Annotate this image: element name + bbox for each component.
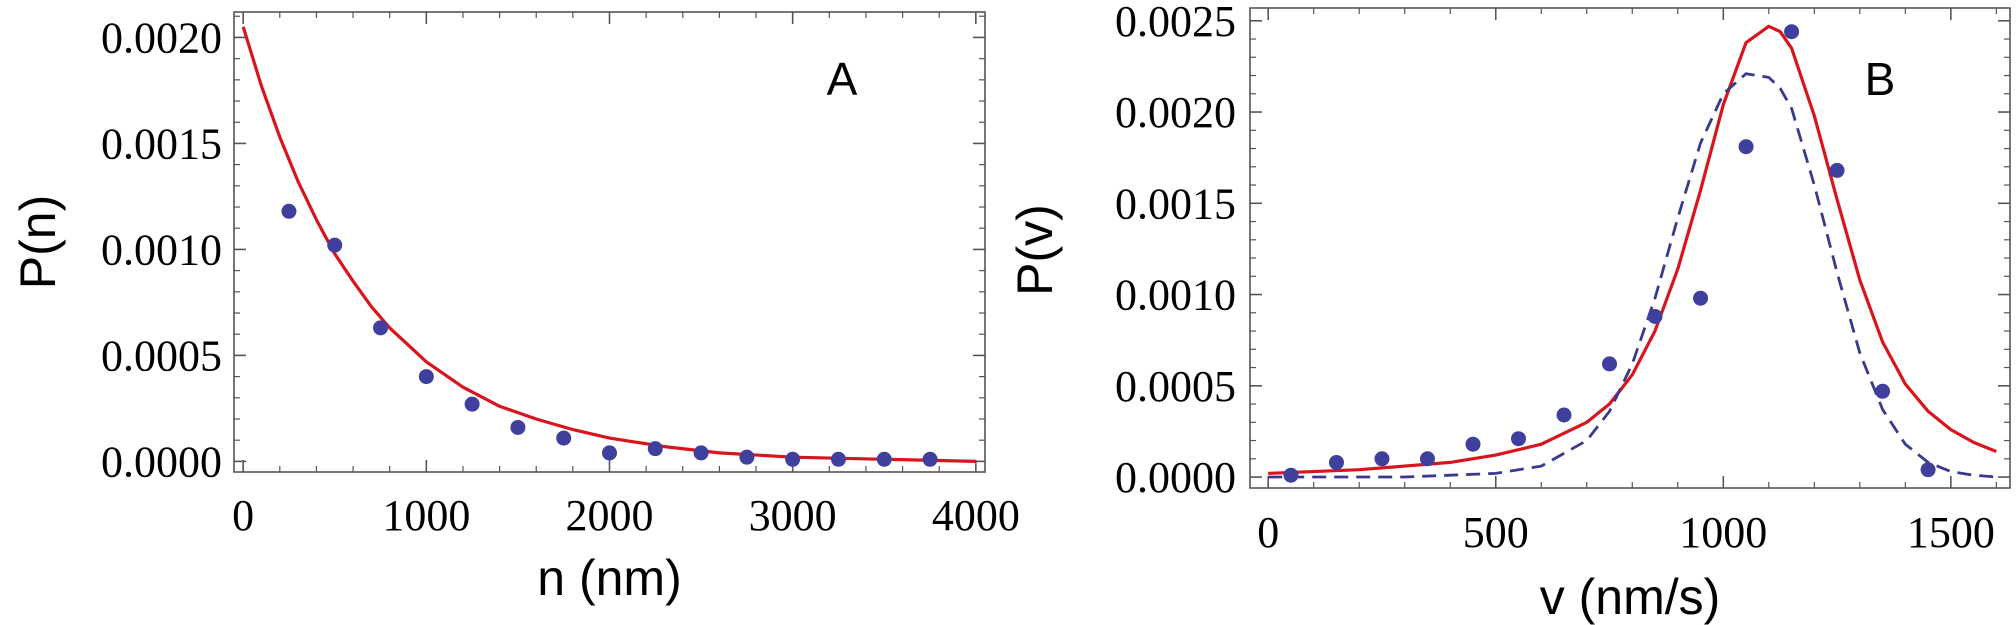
data-point: [876, 451, 892, 467]
y-tick-label: 0.0015: [1115, 179, 1236, 228]
plot-frame: [233, 11, 986, 473]
panel-label: A: [827, 53, 858, 105]
x-tick-label: 4000: [932, 491, 1020, 540]
data-point: [556, 430, 572, 446]
panel-label: B: [1865, 53, 1896, 105]
data-point: [1829, 162, 1845, 178]
panel-b: 0 500 1000 1500 0.0000 0.0005 0.0010 0.0015 0.00…: [1007, 0, 2011, 625]
y-tick-label: 0.0025: [1115, 0, 1236, 46]
y-tick-label: 0.0005: [101, 331, 222, 380]
fit-curve: [241, 26, 976, 463]
x-tick-label: 500: [1463, 508, 1529, 557]
x-tick-label: 2000: [566, 491, 654, 540]
y-tick-label: 0.0020: [101, 13, 222, 62]
y-tick-label: 0.0000: [1115, 453, 1236, 502]
data-point: [1419, 451, 1435, 467]
data-point: [1465, 436, 1481, 452]
y-tick-label: 0.0000: [101, 437, 222, 486]
data-point: [1328, 454, 1344, 470]
data-point: [1602, 356, 1618, 372]
data-point: [785, 451, 801, 467]
x-axis-title: v (nm/s): [1540, 569, 1721, 625]
data-point: [1374, 451, 1390, 467]
fit-curve-dashed: [1268, 72, 1997, 479]
fit-curve: [1268, 24, 1997, 475]
data-point: [739, 449, 755, 465]
x-tick-label: 1000: [382, 491, 470, 540]
x-tick-label: 0: [232, 491, 254, 540]
data-point: [602, 445, 617, 461]
data-point: [1875, 383, 1891, 399]
data-point: [1647, 308, 1663, 324]
data-point: [464, 396, 480, 412]
x-tick-label: 1500: [1907, 508, 1995, 557]
data-point: [1693, 290, 1709, 306]
data-point: [327, 237, 343, 253]
data-point: [1784, 24, 1800, 40]
data-point: [510, 419, 526, 435]
data-point: [1511, 431, 1527, 447]
x-tick-label: 0: [1257, 508, 1279, 557]
panel-a: 0 1000 2000 3000 4000 0.0000 0.0005 0.0010 0.001…: [10, 11, 1020, 606]
data-point: [281, 203, 297, 219]
data-point: [922, 451, 938, 467]
data-point: [1283, 467, 1299, 483]
y-tick-label: 0.0015: [101, 119, 222, 168]
data-point: [693, 445, 709, 461]
data-point: [1738, 139, 1754, 155]
y-axis-title: P(n): [10, 195, 66, 289]
data-point: [647, 441, 663, 457]
data-point: [373, 320, 389, 336]
x-tick-label: 3000: [749, 491, 837, 540]
y-tick-label: 0.0010: [1115, 271, 1236, 320]
y-tick-label: 0.0005: [1115, 362, 1236, 411]
x-axis-title: n (nm): [537, 550, 681, 606]
data-point: [418, 369, 434, 385]
y-tick-label: 0.0010: [101, 225, 222, 274]
y-tick-label: 0.0020: [1115, 88, 1236, 137]
data-point: [1556, 407, 1572, 423]
x-tick-label: 1000: [1679, 508, 1767, 557]
y-axis-title: P(v): [1007, 204, 1063, 296]
data-point: [1920, 462, 1936, 478]
plot-frame: [1249, 7, 2011, 489]
data-point: [830, 451, 846, 467]
